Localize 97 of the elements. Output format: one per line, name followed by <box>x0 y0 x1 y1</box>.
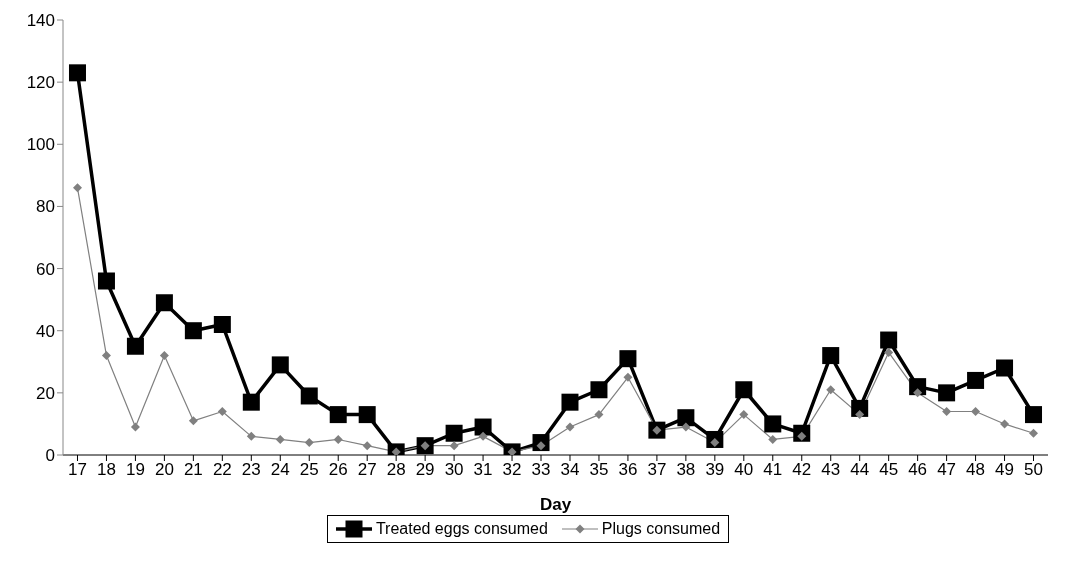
x-tick-label: 22 <box>212 460 232 480</box>
point <box>884 347 894 357</box>
x-tick-label: 26 <box>328 460 348 480</box>
point <box>478 431 488 441</box>
x-tick-label: 48 <box>966 460 986 480</box>
point <box>449 441 459 451</box>
point <box>68 64 86 82</box>
y-tick-label: 80 <box>36 197 55 217</box>
y-tick-label: 120 <box>26 73 55 93</box>
x-tick-label: 21 <box>183 460 203 480</box>
point <box>735 381 753 399</box>
point <box>271 356 289 374</box>
y-tick-label: 140 <box>26 11 55 31</box>
y-tick-label: 60 <box>36 259 55 279</box>
x-tick-label: 25 <box>299 460 319 480</box>
point <box>101 351 111 361</box>
point <box>159 351 169 361</box>
point <box>217 407 227 416</box>
point <box>594 410 604 420</box>
x-tick-label: 35 <box>589 460 609 480</box>
point <box>1025 406 1043 424</box>
x-tick-label: 27 <box>357 460 377 480</box>
point <box>333 434 343 444</box>
x-tick-label: 47 <box>937 460 957 480</box>
point <box>822 347 840 365</box>
x-tick-label: 45 <box>879 460 899 480</box>
x-tick-label: 49 <box>995 460 1015 480</box>
x-tick-label: 43 <box>821 460 841 480</box>
point <box>1000 419 1010 429</box>
point <box>126 337 144 355</box>
x-tick-label: 39 <box>705 460 725 480</box>
point <box>967 371 985 389</box>
y-tick-label: 20 <box>36 383 55 403</box>
point <box>184 322 202 340</box>
point <box>768 434 778 444</box>
x-tick-label: 41 <box>763 460 783 480</box>
legend-label: Treated eggs consumed <box>375 520 548 538</box>
point <box>942 407 952 416</box>
y-tick-label: 100 <box>26 135 55 155</box>
point <box>880 331 898 349</box>
point <box>764 415 782 433</box>
point <box>97 272 115 290</box>
x-tick-label: 19 <box>125 460 145 480</box>
legend-label: Plugs consumed <box>601 520 721 538</box>
x-tick-label: 42 <box>792 460 812 480</box>
point <box>996 359 1014 377</box>
point <box>130 422 140 432</box>
x-tick-label: 50 <box>1024 460 1043 480</box>
x-axis-title: Day <box>539 495 572 514</box>
x-tick-label: 37 <box>647 460 667 480</box>
point <box>739 410 749 420</box>
x-tick-label: 44 <box>850 460 870 480</box>
point <box>362 441 372 451</box>
point <box>855 410 865 420</box>
point <box>275 434 285 444</box>
point <box>623 372 633 382</box>
point <box>155 294 173 312</box>
x-tick-label: 17 <box>68 460 87 480</box>
point <box>1029 428 1039 438</box>
x-tick-label: 33 <box>531 460 551 480</box>
x-tick-label: 18 <box>96 460 116 480</box>
x-tick-label: 24 <box>270 460 290 480</box>
point <box>242 393 260 411</box>
y-tick-label: 0 <box>45 446 55 466</box>
point <box>561 393 579 411</box>
point <box>590 381 608 399</box>
point <box>358 406 376 424</box>
point <box>304 438 314 448</box>
x-tick-label: 23 <box>241 460 261 480</box>
point <box>474 418 492 436</box>
point <box>188 416 198 426</box>
point <box>445 424 463 442</box>
x-tick-label: 29 <box>415 460 435 480</box>
point <box>826 385 836 395</box>
x-tick-label: 38 <box>676 460 696 480</box>
point <box>938 384 956 402</box>
point <box>300 387 318 405</box>
x-tick-label: 32 <box>502 460 522 480</box>
x-tick-label: 40 <box>734 460 754 480</box>
point <box>971 407 981 416</box>
point <box>72 183 82 193</box>
x-tick-label: 31 <box>473 460 493 480</box>
point <box>677 409 695 427</box>
point <box>246 431 256 441</box>
x-tick-label: 28 <box>386 460 406 480</box>
point <box>681 422 691 432</box>
point <box>913 388 923 398</box>
x-tick-label: 30 <box>444 460 464 480</box>
point <box>565 422 575 432</box>
point <box>329 406 347 424</box>
point <box>619 350 637 368</box>
x-tick-label: 20 <box>154 460 174 480</box>
point <box>213 316 231 333</box>
y-tick-label: 40 <box>36 321 55 341</box>
x-tick-label: 36 <box>618 460 638 480</box>
x-tick-label: 46 <box>908 460 928 480</box>
x-tick-label: 34 <box>560 460 580 480</box>
